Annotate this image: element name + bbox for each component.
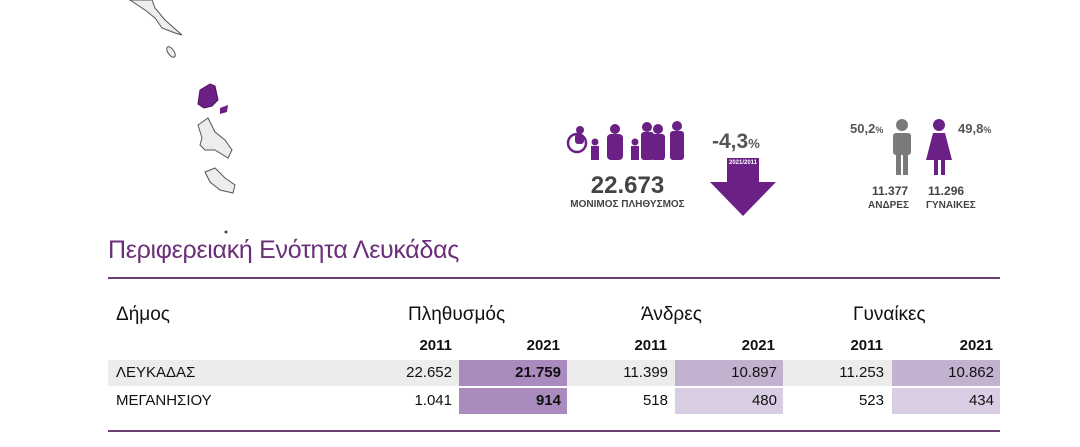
map-islet	[224, 230, 228, 234]
change-percent: -4,3%	[712, 130, 760, 154]
page-title: Περιφερειακή Ενότητα Λευκάδας	[108, 236, 459, 264]
municipality-name: ΜΕΓΑΝΗΣΙΟΥ	[116, 392, 212, 409]
women-count: 11.296	[928, 184, 965, 198]
women-pct-value: 49,8	[958, 121, 984, 136]
down-arrow-icon	[710, 158, 776, 216]
year-pop-2021: 2021	[526, 337, 560, 354]
header-men: Άνδρες	[641, 304, 702, 325]
men-pct-value: 50,2	[850, 121, 876, 136]
women-2021: 10.862	[892, 360, 1000, 386]
table-row: ΜΕΓΑΝΗΣΙΟΥ 1.041 914 518 480 523 434	[108, 388, 1000, 414]
map-island-zakynthos	[204, 167, 236, 194]
women-2011: 523	[858, 392, 884, 409]
table-row: ΛΕΥΚΑΔΑΣ 22.652 21.759 11.399 10.897 11.…	[108, 360, 1000, 386]
header-municipality: Δήμος	[116, 304, 170, 325]
year-women-2011: 2011	[850, 337, 883, 354]
header-population: Πληθυσμός	[408, 304, 506, 325]
map-island-kefalonia	[197, 117, 233, 159]
men-percent: 50,2%	[850, 121, 883, 136]
header-women: Γυναίκες	[853, 304, 926, 325]
family-icon	[566, 121, 684, 160]
population-total: 22.673	[590, 172, 665, 199]
year-men-2011: 2011	[634, 337, 667, 354]
year-men-2021: 2021	[741, 337, 775, 354]
year-women-2021: 2021	[959, 337, 993, 354]
man-icon	[893, 119, 911, 175]
woman-icon	[926, 119, 952, 175]
map-island-paxoi	[166, 46, 176, 58]
women-2021: 434	[892, 388, 1000, 414]
pop-2021: 914	[459, 388, 567, 414]
pop-2011: 1.041	[414, 392, 452, 409]
year-pop-2011: 2011	[419, 337, 452, 354]
population-label: ΜΟΝΙΜΟΣ ΠΛΗΘΥΣΜΟΣ	[570, 199, 685, 210]
municipality-name: ΛΕΥΚΑΔΑΣ	[116, 364, 196, 381]
divider-top	[108, 277, 1000, 279]
divider-bottom	[108, 430, 1000, 432]
region-map	[129, 0, 236, 234]
men-2021: 480	[675, 388, 783, 414]
men-label: ΑΝΔΡΕΣ	[868, 200, 909, 211]
map-island-corfu	[129, 0, 183, 36]
pop-2011: 22.652	[406, 364, 452, 381]
men-count: 11.377	[872, 184, 909, 198]
pop-2021: 21.759	[459, 360, 567, 386]
men-2011: 518	[642, 392, 668, 409]
change-period: 2021/2011	[728, 160, 758, 166]
women-percent: 49,8%	[958, 121, 991, 136]
women-pct-unit: %	[983, 125, 992, 135]
map-island-meganisi	[220, 105, 228, 114]
change-value: -4,3	[712, 130, 749, 153]
map-island-lefkada	[197, 83, 219, 109]
men-2021: 10.897	[675, 360, 783, 386]
men-pct-unit: %	[875, 125, 884, 135]
change-unit: %	[748, 136, 760, 151]
women-label: ΓΥΝΑΙΚΕΣ	[926, 200, 976, 211]
women-2011: 11.253	[839, 364, 884, 381]
men-2011: 11.399	[623, 364, 668, 381]
